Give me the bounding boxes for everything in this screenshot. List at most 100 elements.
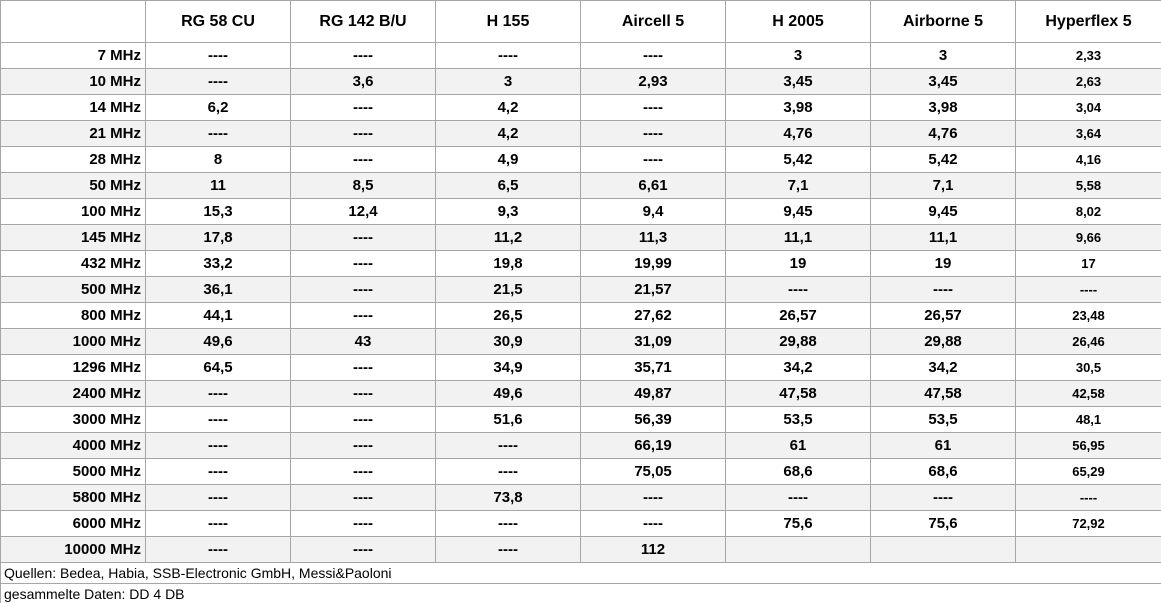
cell: ---- bbox=[290, 250, 436, 277]
cell: ---- bbox=[290, 42, 436, 69]
cell: 68,6 bbox=[870, 458, 1016, 485]
cell: 29,88 bbox=[725, 328, 871, 355]
data-row: 1296 MHz 64,5 ---- 34,9 35,71 34,2 34,2 30,5 bbox=[0, 354, 1161, 381]
cell: 3 bbox=[725, 42, 871, 69]
cell: ---- bbox=[290, 302, 436, 329]
cell: 4,2 bbox=[435, 120, 581, 147]
cell: 19,99 bbox=[580, 250, 726, 277]
column-header: Hyperflex 5 bbox=[1015, 0, 1161, 43]
cell: 3,98 bbox=[870, 94, 1016, 121]
cell: 12,4 bbox=[290, 198, 436, 225]
footer-note: gesammelte Daten: DD 4 DB bbox=[0, 583, 1161, 603]
cell: 68,6 bbox=[725, 458, 871, 485]
cell: 11,1 bbox=[725, 224, 871, 251]
cell: 112 bbox=[580, 536, 726, 563]
row-label: 4000 MHz bbox=[0, 432, 146, 459]
data-row: 28 MHz 8 ---- 4,9 ---- 5,42 5,42 4,16 bbox=[0, 146, 1161, 173]
cell: ---- bbox=[145, 68, 291, 95]
row-label: 10 MHz bbox=[0, 68, 146, 95]
cell: 21,57 bbox=[580, 276, 726, 303]
cell: 51,6 bbox=[435, 406, 581, 433]
data-row: 21 MHz ---- ---- 4,2 ---- 4,76 4,76 3,64 bbox=[0, 120, 1161, 147]
row-label: 100 MHz bbox=[0, 198, 146, 225]
cell: 44,1 bbox=[145, 302, 291, 329]
cell bbox=[870, 536, 1016, 563]
data-row: 100 MHz 15,3 12,4 9,3 9,4 9,45 9,45 8,02 bbox=[0, 198, 1161, 225]
cell: 47,58 bbox=[725, 380, 871, 407]
cell: 49,6 bbox=[435, 380, 581, 407]
cell bbox=[725, 536, 871, 563]
row-label: 14 MHz bbox=[0, 94, 146, 121]
row-label: 21 MHz bbox=[0, 120, 146, 147]
cell: 66,19 bbox=[580, 432, 726, 459]
cell: ---- bbox=[580, 484, 726, 511]
cell: 5,58 bbox=[1015, 172, 1161, 199]
cell: 17 bbox=[1015, 250, 1161, 277]
cell: 9,4 bbox=[580, 198, 726, 225]
cell: 26,57 bbox=[870, 302, 1016, 329]
cell: 6,2 bbox=[145, 94, 291, 121]
cell: 56,39 bbox=[580, 406, 726, 433]
row-label: 7 MHz bbox=[0, 42, 146, 69]
cell: ---- bbox=[145, 42, 291, 69]
cell: 65,29 bbox=[1015, 458, 1161, 485]
row-label: 50 MHz bbox=[0, 172, 146, 199]
cell: ---- bbox=[580, 42, 726, 69]
cell: 34,2 bbox=[870, 354, 1016, 381]
cell: ---- bbox=[145, 484, 291, 511]
cell: 3 bbox=[870, 42, 1016, 69]
cell: 3,04 bbox=[1015, 94, 1161, 121]
cell: 9,45 bbox=[725, 198, 871, 225]
column-header: H 155 bbox=[435, 0, 581, 43]
cell: ---- bbox=[145, 510, 291, 537]
cell: 30,5 bbox=[1015, 354, 1161, 381]
cell: 73,8 bbox=[435, 484, 581, 511]
cell: ---- bbox=[290, 536, 436, 563]
cell: 49,6 bbox=[145, 328, 291, 355]
row-label: 5800 MHz bbox=[0, 484, 146, 511]
data-row: 2400 MHz ---- ---- 49,6 49,87 47,58 47,58 42,58 bbox=[0, 380, 1161, 407]
cell: ---- bbox=[290, 484, 436, 511]
data-row: 500 MHz 36,1 ---- 21,5 21,57 ---- ---- ---- bbox=[0, 276, 1161, 303]
cell: 34,9 bbox=[435, 354, 581, 381]
cell: 19 bbox=[870, 250, 1016, 277]
cell: 11 bbox=[145, 172, 291, 199]
data-row: 1000 MHz 49,6 43 30,9 31,09 29,88 29,88 26,46 bbox=[0, 328, 1161, 355]
cell: ---- bbox=[290, 224, 436, 251]
cell: 3,6 bbox=[290, 68, 436, 95]
data-row: 7 MHz ---- ---- ---- ---- 3 3 2,33 bbox=[0, 42, 1161, 69]
data-row: 4000 MHz ---- ---- ---- 66,19 61 61 56,95 bbox=[0, 432, 1161, 459]
data-row: 10 MHz ---- 3,6 3 2,93 3,45 3,45 2,63 bbox=[0, 68, 1161, 95]
cell: ---- bbox=[145, 120, 291, 147]
cell: 4,16 bbox=[1015, 146, 1161, 173]
cell: 9,45 bbox=[870, 198, 1016, 225]
cell: ---- bbox=[290, 380, 436, 407]
cell: 21,5 bbox=[435, 276, 581, 303]
cell: 26,57 bbox=[725, 302, 871, 329]
cell: ---- bbox=[435, 42, 581, 69]
cell: 6,61 bbox=[580, 172, 726, 199]
cell: 47,58 bbox=[870, 380, 1016, 407]
cell: 34,2 bbox=[725, 354, 871, 381]
cell: ---- bbox=[145, 406, 291, 433]
cell: ---- bbox=[290, 276, 436, 303]
cell: 29,88 bbox=[870, 328, 1016, 355]
footer-note: Quellen: Bedea, Habia, SSB-Electronic Gm… bbox=[0, 562, 1161, 584]
data-row: 50 MHz 11 8,5 6,5 6,61 7,1 7,1 5,58 bbox=[0, 172, 1161, 199]
cell: 75,05 bbox=[580, 458, 726, 485]
cell: 75,6 bbox=[725, 510, 871, 537]
cell: 27,62 bbox=[580, 302, 726, 329]
cell: 23,48 bbox=[1015, 302, 1161, 329]
data-row: 10000 MHz ---- ---- ---- 112 bbox=[0, 536, 1161, 563]
data-row: 3000 MHz ---- ---- 51,6 56,39 53,5 53,5 48,1 bbox=[0, 406, 1161, 433]
cell: 7,1 bbox=[725, 172, 871, 199]
data-row: 14 MHz 6,2 ---- 4,2 ---- 3,98 3,98 3,04 bbox=[0, 94, 1161, 121]
cell: ---- bbox=[870, 484, 1016, 511]
cell: ---- bbox=[290, 406, 436, 433]
cell: 42,58 bbox=[1015, 380, 1161, 407]
data-row: 6000 MHz ---- ---- ---- ---- 75,6 75,6 72,92 bbox=[0, 510, 1161, 537]
cell: 56,95 bbox=[1015, 432, 1161, 459]
cell: ---- bbox=[290, 120, 436, 147]
